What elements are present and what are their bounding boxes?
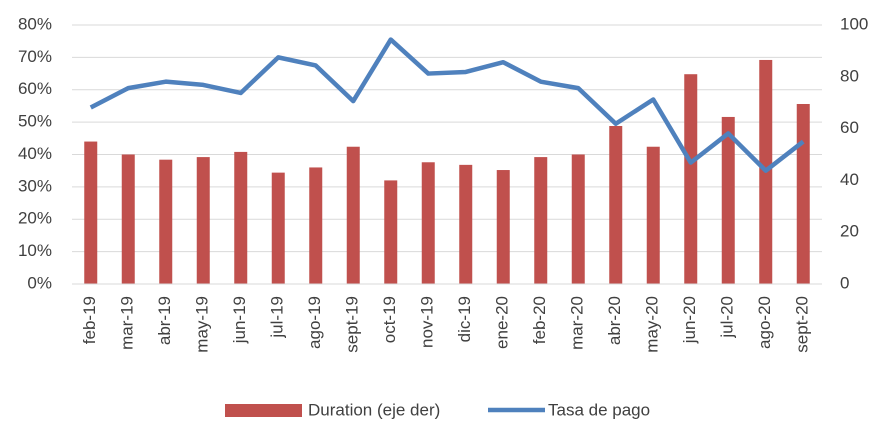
y-tick-label: 60%: [18, 79, 52, 98]
bar: [459, 164, 473, 284]
x-tick-label: dic-19: [455, 296, 474, 342]
x-tick-label: oct-19: [380, 296, 399, 343]
x-tick-label: abr-20: [605, 296, 624, 345]
y-tick-label: 0%: [27, 273, 52, 292]
x-tick-label: abr-19: [155, 296, 174, 345]
y-tick-label: 70%: [18, 47, 52, 66]
y-tick-label: 20%: [18, 209, 52, 228]
x-tick-label: ene-20: [493, 296, 512, 349]
y-tick-label: 30%: [18, 176, 52, 195]
x-tick-label: may-20: [643, 296, 662, 353]
bar: [346, 146, 360, 284]
x-tick-label: mar-20: [568, 296, 587, 350]
bar: [684, 74, 698, 285]
bar: [534, 157, 548, 284]
y-tick-label: 80%: [18, 14, 52, 33]
x-tick-label: feb-20: [530, 296, 549, 344]
bar: [271, 172, 285, 284]
bar: [496, 170, 510, 284]
bar: [646, 146, 660, 284]
x-tick-label: may-19: [193, 296, 212, 353]
bar: [721, 116, 735, 284]
bar: [84, 141, 98, 284]
x-tick-label: jun-19: [230, 296, 249, 344]
legend-swatch: [225, 404, 302, 417]
x-tick-label: ago-20: [755, 296, 774, 349]
y2-tick-label: 0: [840, 273, 849, 292]
x-tick-label: sept-19: [343, 296, 362, 353]
legend-label: Duration (eje der): [308, 400, 440, 419]
y2-tick-label: 100: [840, 14, 868, 33]
legend-label: Tasa de pago: [548, 400, 650, 419]
y2-tick-label: 40: [840, 170, 859, 189]
bar: [196, 157, 210, 284]
x-tick-label: feb-19: [80, 296, 99, 344]
bar: [421, 162, 435, 284]
x-tick-label: sept-20: [793, 296, 812, 353]
bar: [309, 167, 323, 284]
y2-tick-label: 60: [840, 118, 859, 137]
bar: [609, 126, 623, 284]
bar: [796, 103, 810, 285]
x-tick-label: jul-20: [718, 296, 737, 339]
bar: [121, 154, 135, 284]
bar: [159, 159, 173, 284]
y2-tick-label: 80: [840, 66, 859, 85]
line: [89, 37, 805, 173]
y-tick-label: 40%: [18, 144, 52, 163]
y-tick-label: 50%: [18, 112, 52, 131]
x-tick-label: nov-19: [418, 296, 437, 348]
x-tick-label: jul-19: [268, 296, 287, 339]
x-tick-label: jun-20: [680, 296, 699, 344]
x-tick-label: mar-19: [118, 296, 137, 350]
y2-tick-label: 20: [840, 222, 859, 241]
bar: [384, 180, 398, 284]
bar: [234, 151, 248, 284]
x-tick-label: ago-19: [305, 296, 324, 349]
bar: [571, 154, 585, 284]
y-tick-label: 10%: [18, 241, 52, 260]
